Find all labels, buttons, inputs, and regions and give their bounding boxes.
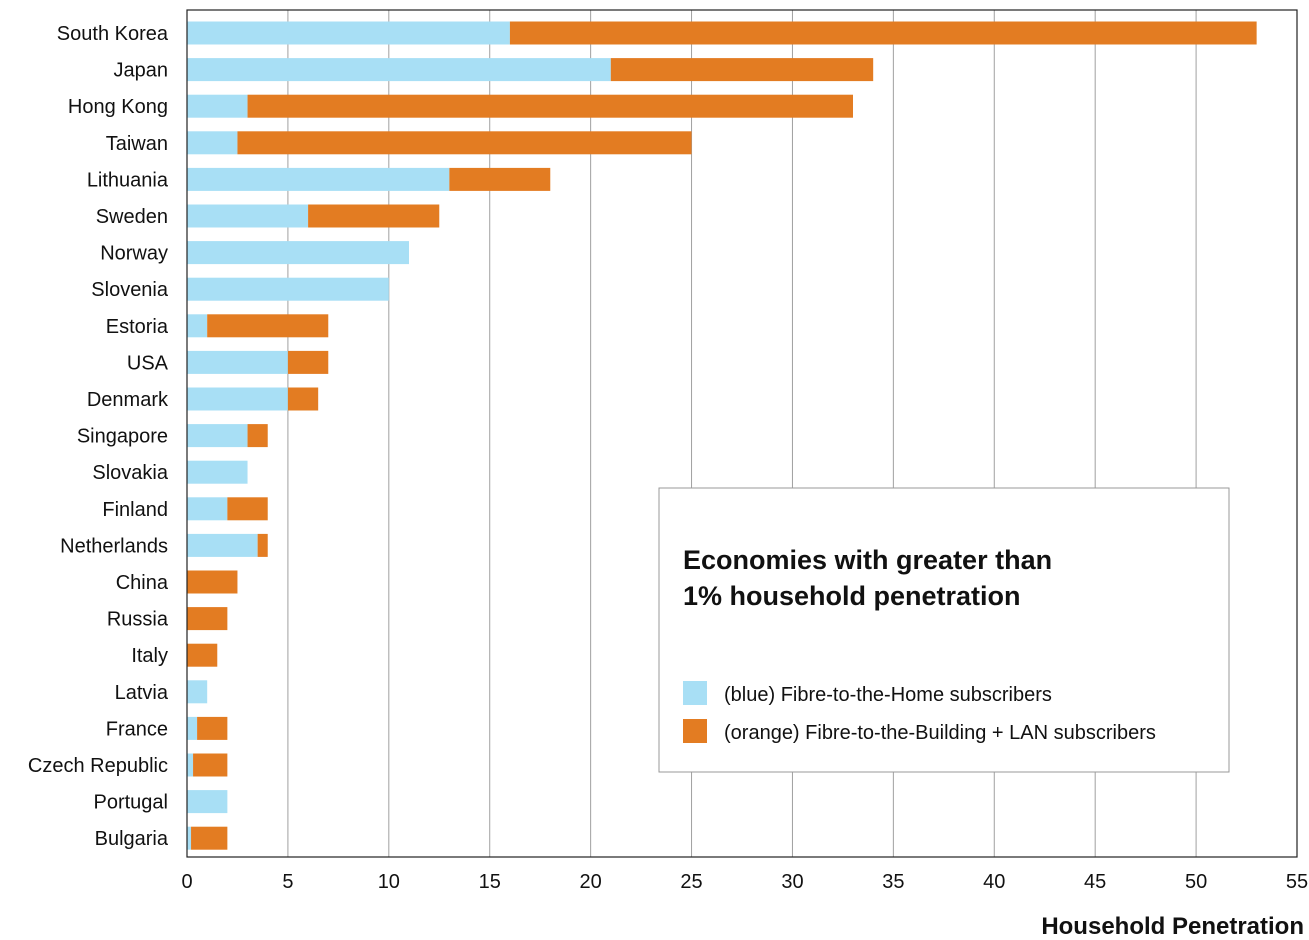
category-label: Italy (131, 645, 168, 667)
x-tick-label: 15 (479, 871, 501, 893)
bar-ftth-hong-kong (187, 94, 248, 118)
legend-label-fttB-lan: (orange) Fibre-to-the-Building + LAN sub… (724, 722, 1156, 744)
category-label: Japan (114, 60, 169, 82)
bar-ftth-denmark (187, 387, 288, 411)
category-label: Sweden (96, 206, 168, 228)
bar-ftth-sweden (187, 204, 309, 228)
bar-ftth-france (187, 716, 198, 740)
x-axis-title: Household Penetration (1041, 913, 1304, 940)
bar-fttb-lan-estoria (207, 314, 329, 338)
bar-fttb-lan-south-korea (509, 21, 1257, 45)
category-label: Estoria (106, 316, 169, 338)
category-label: China (116, 572, 169, 594)
category-label: Latvia (115, 682, 169, 704)
x-tick-label: 40 (983, 871, 1005, 893)
bar-ftth-bulgaria (187, 826, 192, 850)
bar-ftth-czech-republic (187, 753, 194, 777)
bar-fttb-lan-hong-kong (247, 94, 853, 118)
bar-fttb-lan-singapore (247, 424, 268, 448)
bar-ftth-netherlands (187, 533, 258, 557)
category-label: Norway (100, 243, 168, 265)
category-label: Lithuania (87, 169, 169, 191)
bar-fttb-lan-japan (610, 58, 874, 82)
bar-ftth-usa (187, 350, 288, 374)
x-tick-label: 0 (181, 871, 192, 893)
legend: Economies with greater than 1% household… (658, 487, 1230, 773)
bar-ftth-lithuania (187, 167, 450, 191)
x-tick-label: 10 (378, 871, 400, 893)
legend-swatch-fttH (683, 681, 707, 705)
bar-fttb-lan-sweden (308, 204, 440, 228)
bar-fttb-lan-lithuania (449, 167, 551, 191)
bar-fttb-lan-china (187, 570, 238, 594)
bar-ftth-finland (187, 497, 228, 521)
category-label: Hong Kong (68, 96, 168, 118)
category-label: France (106, 718, 168, 740)
bar-ftth-south-korea (187, 21, 510, 45)
bar-fttb-lan-france (197, 716, 228, 740)
bar-ftth-slovenia (187, 277, 389, 301)
x-tick-label: 5 (282, 871, 293, 893)
bar-ftth-slovakia (187, 460, 248, 484)
bar-fttb-lan-bulgaria (191, 826, 228, 850)
bar-ftth-portugal (187, 790, 228, 814)
x-tick-label: 20 (580, 871, 602, 893)
category-label: Slovakia (92, 462, 168, 484)
category-label: Finland (102, 499, 168, 521)
category-label: Netherlands (60, 535, 168, 557)
legend-swatch-fttB-lan (683, 719, 707, 743)
legend-title-line-2: 1% household penetration (683, 581, 1021, 611)
category-label: Bulgaria (95, 828, 169, 850)
category-label: Denmark (87, 389, 169, 411)
bar-fttb-lan-russia (187, 607, 228, 631)
bar-ftth-singapore (187, 424, 248, 448)
legend-label-fttH: (blue) Fibre-to-the-Home subscribers (724, 684, 1052, 706)
x-tick-labels: 0 5 10 15 20 25 30 35 40 45 50 55 (181, 871, 1308, 893)
plot-frame (186, 9, 1298, 858)
bar-fttb-lan-netherlands (257, 533, 268, 557)
bars (187, 21, 1257, 850)
category-label: South Korea (57, 23, 169, 45)
bar-ftth-latvia (187, 680, 208, 704)
category-label: Portugal (94, 792, 169, 814)
category-label: Taiwan (106, 133, 168, 155)
x-tick-label: 30 (781, 871, 803, 893)
bar-fttb-lan-czech-republic (193, 753, 228, 777)
category-label: Slovenia (91, 279, 169, 301)
legend-title-line-1: Economies with greater than (683, 545, 1052, 575)
x-tick-label: 50 (1185, 871, 1207, 893)
category-labels: South Korea Japan Hong Kong Taiwan Lithuania… (28, 23, 169, 850)
category-label: Czech Republic (28, 755, 168, 777)
bar-ftth-norway (187, 241, 409, 265)
x-tick-label: 25 (680, 871, 702, 893)
x-tick-label: 45 (1084, 871, 1106, 893)
bar-fttb-lan-denmark (287, 387, 319, 411)
bar-fttb-lan-italy (187, 643, 218, 667)
x-tick-label: 35 (882, 871, 904, 893)
bar-ftth-japan (187, 58, 611, 82)
x-tick-label: 55 (1286, 871, 1308, 893)
category-label: USA (127, 352, 169, 374)
bar-ftth-taiwan (187, 131, 238, 155)
category-label: Russia (107, 609, 169, 631)
category-label: Singapore (77, 426, 168, 448)
bar-fttb-lan-taiwan (237, 131, 692, 155)
bar-fttb-lan-usa (287, 350, 329, 374)
legend-box (658, 487, 1230, 773)
bar-ftth-estoria (187, 314, 208, 338)
bar-fttb-lan-finland (227, 497, 268, 521)
